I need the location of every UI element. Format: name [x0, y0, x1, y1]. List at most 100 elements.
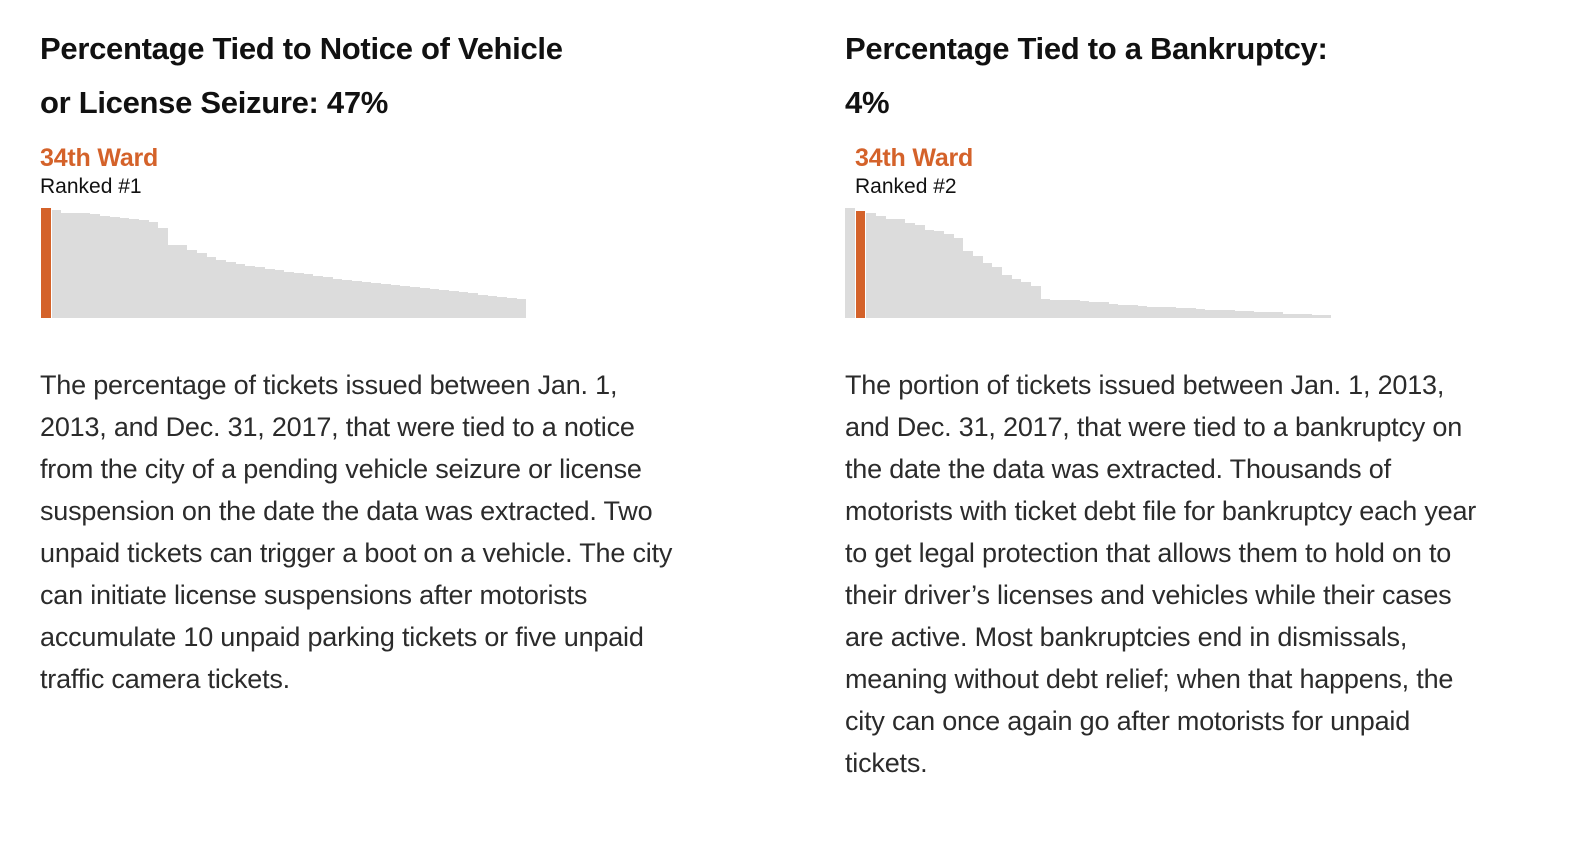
ward-bar[interactable] — [51, 210, 62, 318]
ward-bar[interactable] — [1040, 298, 1051, 318]
ward-bar[interactable] — [342, 279, 352, 318]
ward-bar[interactable] — [371, 282, 382, 318]
ward-bar[interactable] — [943, 233, 954, 318]
ward-bar[interactable] — [264, 268, 275, 318]
ward-bar[interactable] — [914, 225, 925, 318]
ward-bar[interactable] — [982, 263, 993, 318]
ward-bar[interactable] — [1224, 310, 1235, 318]
ward-bar[interactable] — [1244, 311, 1254, 318]
ward-bar[interactable] — [448, 290, 459, 318]
ward-bar[interactable] — [1166, 307, 1177, 318]
ward-bar[interactable] — [1147, 306, 1157, 318]
highlighted-ward-bar[interactable] — [854, 210, 867, 318]
ward-bar[interactable] — [390, 284, 401, 318]
ward-bar[interactable] — [895, 218, 906, 318]
ward-bar[interactable] — [410, 286, 420, 318]
ward-bar[interactable] — [313, 275, 323, 318]
ward-bar[interactable] — [216, 259, 227, 318]
ward-bar[interactable] — [1253, 311, 1264, 318]
ward-bar[interactable] — [1273, 312, 1283, 318]
ward-bar[interactable] — [1312, 314, 1322, 318]
ward-bar[interactable] — [458, 292, 469, 318]
ward-bar[interactable] — [1234, 310, 1245, 318]
ward-bar[interactable] — [187, 250, 197, 318]
ward-bar[interactable] — [1108, 304, 1119, 318]
ward-bar[interactable] — [468, 293, 478, 318]
ward-bar[interactable] — [177, 245, 188, 318]
ward-bar[interactable] — [1321, 314, 1332, 318]
ward-bar[interactable] — [61, 213, 72, 318]
ward-bar[interactable] — [1060, 299, 1070, 318]
ward-bar[interactable] — [934, 230, 944, 318]
ward-bar[interactable] — [1098, 302, 1109, 318]
highlighted-ward-bar[interactable] — [40, 208, 52, 318]
ward-bar[interactable] — [90, 214, 101, 318]
ward-bar[interactable] — [1157, 306, 1167, 318]
ward-bar[interactable] — [1282, 313, 1293, 318]
ward-bar[interactable] — [429, 288, 440, 318]
ward-bar[interactable] — [885, 218, 896, 318]
ward-bar[interactable] — [206, 256, 217, 318]
ward-bar[interactable] — [129, 219, 139, 318]
ward-bar[interactable] — [71, 213, 81, 318]
ward-bar[interactable] — [245, 265, 256, 318]
ward-bar[interactable] — [284, 271, 294, 318]
ward-bar[interactable] — [507, 298, 517, 318]
ward-bar[interactable] — [1079, 301, 1090, 318]
ward-bar[interactable] — [235, 264, 246, 318]
ward-bar[interactable] — [1002, 275, 1012, 318]
ward-bar[interactable] — [1118, 304, 1128, 318]
ward-bar[interactable] — [197, 253, 207, 318]
ward-bar[interactable] — [963, 250, 973, 318]
ward-bar[interactable] — [322, 277, 333, 318]
ward-bar[interactable] — [1302, 314, 1312, 318]
ward-bar[interactable] — [158, 228, 168, 318]
ward-bar[interactable] — [1176, 307, 1187, 318]
ward-bar[interactable] — [477, 294, 488, 318]
ward-bar[interactable] — [1292, 314, 1303, 318]
ward-bar[interactable] — [1011, 279, 1022, 318]
ward-bar[interactable] — [109, 217, 120, 318]
ward-bar[interactable] — [905, 222, 915, 318]
ward-bar[interactable] — [1215, 310, 1225, 318]
ward-bar[interactable] — [1263, 311, 1274, 318]
ward-bar[interactable] — [119, 218, 130, 318]
ward-bar[interactable] — [487, 296, 498, 318]
ward-bar[interactable] — [439, 289, 449, 318]
ward-bar[interactable] — [226, 261, 236, 318]
ward-bar[interactable] — [1127, 305, 1138, 318]
ward-bar[interactable] — [1069, 300, 1080, 318]
ward-bar[interactable] — [1186, 308, 1196, 318]
ward-bar[interactable] — [303, 274, 314, 318]
ward-bar[interactable] — [100, 215, 110, 318]
ward-bar[interactable] — [1089, 301, 1099, 318]
ward-bar[interactable] — [255, 267, 265, 318]
ward-bar[interactable] — [293, 272, 304, 318]
ward-bar[interactable] — [876, 216, 886, 318]
ward-bar[interactable] — [516, 298, 527, 318]
ward-bar[interactable] — [953, 237, 964, 318]
ward-bar[interactable] — [972, 256, 983, 318]
ward-bar[interactable] — [274, 270, 285, 318]
ward-bar[interactable] — [1137, 305, 1148, 318]
ward-bar[interactable] — [400, 285, 411, 318]
ward-bar[interactable] — [361, 281, 372, 318]
ward-bar[interactable] — [497, 297, 507, 318]
ward-bar[interactable] — [352, 280, 362, 318]
ward-bar[interactable] — [924, 229, 935, 318]
ward-bar[interactable] — [1021, 281, 1032, 318]
ward-bar[interactable] — [992, 267, 1002, 318]
ward-bar[interactable] — [1050, 299, 1061, 318]
ward-bar[interactable] — [167, 245, 178, 318]
ward-bar[interactable] — [866, 213, 877, 318]
ward-bar[interactable] — [1195, 309, 1206, 318]
ward-bar[interactable] — [1031, 285, 1041, 318]
ward-bar[interactable] — [419, 287, 430, 318]
ward-bar[interactable] — [1205, 310, 1216, 318]
ward-bar[interactable] — [845, 208, 855, 318]
ward-bar[interactable] — [148, 221, 159, 318]
ward-bar[interactable] — [381, 283, 391, 318]
ward-bar[interactable] — [332, 278, 343, 318]
ward-bar[interactable] — [80, 213, 91, 318]
ward-bar[interactable] — [138, 220, 149, 318]
